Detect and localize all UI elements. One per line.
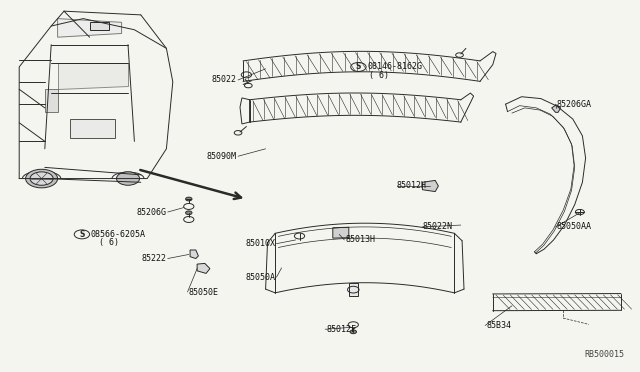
Text: ( 6): ( 6): [369, 71, 389, 80]
Text: ( 6): ( 6): [99, 238, 119, 247]
Text: 85050AA: 85050AA: [557, 222, 592, 231]
Text: 85012F: 85012F: [326, 325, 356, 334]
Polygon shape: [333, 227, 349, 238]
Circle shape: [30, 172, 53, 185]
Polygon shape: [70, 119, 115, 138]
Text: RB500015: RB500015: [584, 350, 624, 359]
Polygon shape: [349, 283, 358, 296]
Text: 85050A: 85050A: [245, 273, 275, 282]
Polygon shape: [197, 263, 210, 273]
Text: 85206GA: 85206GA: [557, 100, 592, 109]
Text: 85B34: 85B34: [486, 321, 511, 330]
Polygon shape: [58, 63, 128, 89]
Polygon shape: [90, 22, 109, 30]
Text: 85050E: 85050E: [189, 288, 219, 296]
Polygon shape: [45, 89, 58, 112]
Text: 85013H: 85013H: [346, 235, 376, 244]
Circle shape: [186, 197, 192, 201]
Circle shape: [186, 211, 192, 215]
Text: 08566-6205A: 08566-6205A: [91, 230, 146, 239]
Text: S: S: [79, 230, 84, 239]
Text: 85222: 85222: [141, 254, 166, 263]
Text: 85206G: 85206G: [136, 208, 166, 217]
Text: 85090M: 85090M: [207, 152, 237, 161]
Polygon shape: [58, 19, 122, 37]
Circle shape: [116, 172, 140, 185]
Text: 85010X: 85010X: [245, 239, 275, 248]
Polygon shape: [422, 180, 438, 192]
Circle shape: [350, 330, 356, 334]
Circle shape: [26, 169, 58, 188]
Polygon shape: [190, 250, 198, 259]
Text: S: S: [356, 62, 361, 71]
Text: 08146-8162G: 08146-8162G: [367, 62, 422, 71]
Text: 85012H: 85012H: [397, 182, 427, 190]
Text: 85022: 85022: [212, 76, 237, 84]
Polygon shape: [552, 105, 561, 112]
Text: 85022N: 85022N: [422, 222, 452, 231]
